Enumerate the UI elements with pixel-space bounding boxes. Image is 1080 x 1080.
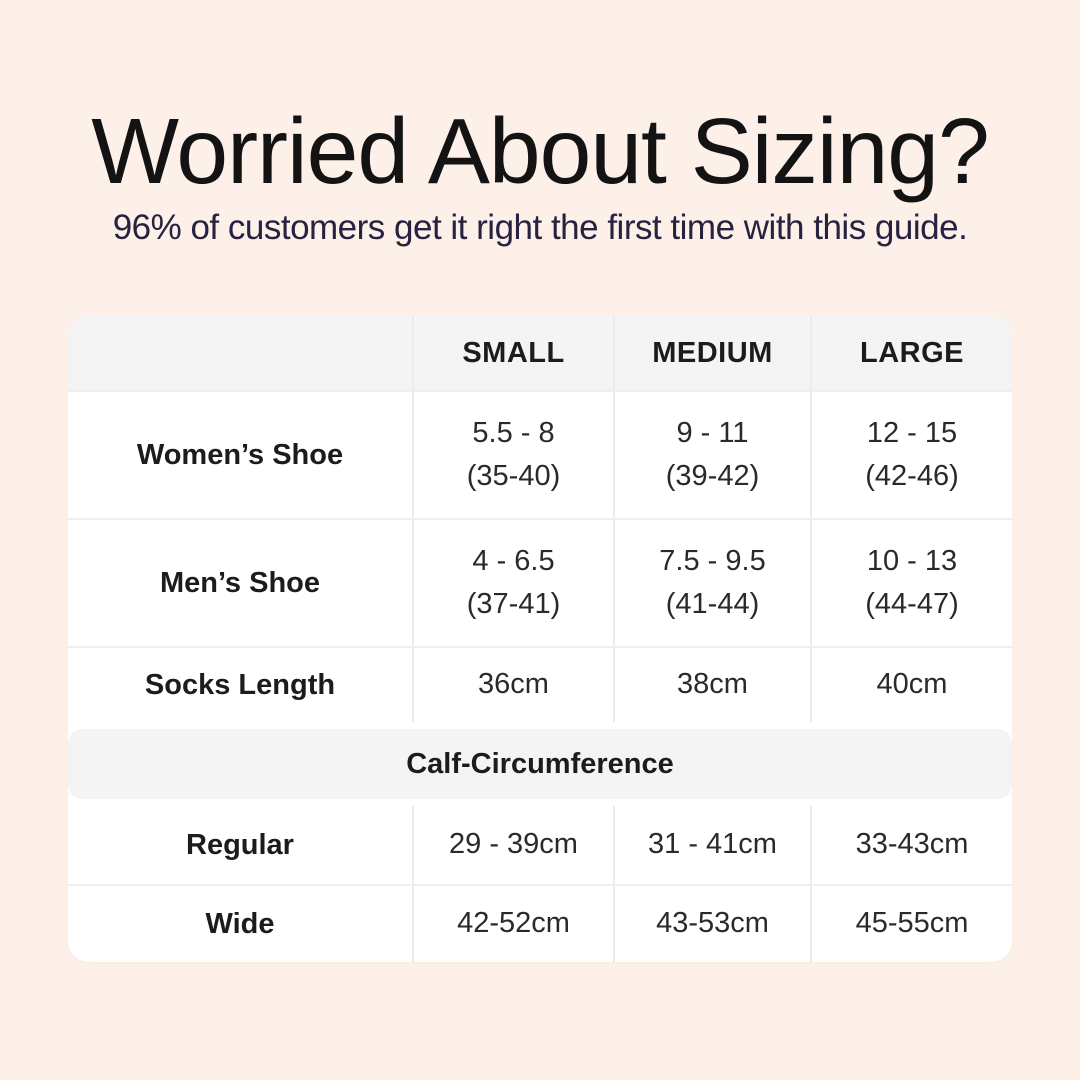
value-sub: (41-44) [665,588,760,620]
size-header-medium: MEDIUM [613,316,810,390]
value-main: 42-52cm [457,907,570,940]
value-main: 45-55cm [855,907,969,940]
page-title: Worried About Sizing? [91,99,989,203]
wide-medium: 43-53cm [613,886,810,962]
table-row-regular: Regular 29 - 39cm 31 - 41cm 33-43cm [68,806,1012,884]
size-header-row: SMALL MEDIUM LARGE [68,316,1012,390]
socks-length-large: 40cm [810,648,1012,722]
value-main: 36cm [478,668,549,701]
value-main: 7.5 - 9.5 [659,544,766,577]
value-main: 43-53cm [656,907,769,940]
value-sub: (35-40) [466,460,561,492]
value-main: 38cm [677,668,748,701]
value-sub: (44-47) [865,588,959,620]
row-label-wide: Wide [205,907,275,940]
regular-small: 29 - 39cm [412,806,613,884]
row-label-regular: Regular [186,828,294,861]
size-header-large: LARGE [810,316,1012,390]
wide-large: 45-55cm [810,886,1012,962]
womens-shoe-small: 5.5 - 8 (35-40) [412,392,613,518]
wide-small: 42-52cm [412,886,613,962]
table-row-wide: Wide 42-52cm 43-53cm 45-55cm [68,884,1012,962]
row-label-womens-shoe: Women’s Shoe [136,438,344,471]
value-main: 10 - 13 [866,544,958,577]
value-main: 4 - 6.5 [472,544,555,577]
mens-shoe-large: 10 - 13 (44-47) [810,520,1012,646]
page-subtitle: 96% of customers get it right the first … [112,208,968,247]
value-sub: (39-42) [665,460,760,492]
value-main: 31 - 41cm [648,828,777,861]
socks-length-medium: 38cm [613,648,810,722]
size-header-small: SMALL [412,316,613,390]
size-header-blank [68,316,412,390]
value-main: 33-43cm [855,828,969,861]
value-main: 12 - 15 [866,416,958,449]
value-main: 5.5 - 8 [472,416,555,449]
regular-medium: 31 - 41cm [613,806,810,884]
table-row-socks-length: Socks Length 36cm 38cm 40cm [68,646,1012,722]
mens-shoe-medium: 7.5 - 9.5 (41-44) [613,520,810,646]
womens-shoe-large: 12 - 15 (42-46) [810,392,1012,518]
calf-circumference-section-label: Calf-Circumference [406,747,674,780]
value-sub: (37-41) [466,588,561,620]
value-main: 29 - 39cm [449,828,578,861]
mens-shoe-small: 4 - 6.5 (37-41) [412,520,613,646]
value-main: 40cm [876,668,948,701]
value-sub: (42-46) [865,460,959,492]
sizing-table-card: SMALL MEDIUM LARGE Women’s Shoe 5.5 - 8 … [68,316,1012,962]
womens-shoe-medium: 9 - 11 (39-42) [613,392,810,518]
calf-circumference-section-band: Calf-Circumference [68,729,1012,799]
row-label-mens-shoe: Men’s Shoe [159,566,321,599]
socks-length-small: 36cm [412,648,613,722]
table-row-womens-shoe: Women’s Shoe 5.5 - 8 (35-40) 9 - 11 (39-… [68,390,1012,518]
regular-large: 33-43cm [810,806,1012,884]
row-label-socks-length: Socks Length [144,668,336,701]
table-row-mens-shoe: Men’s Shoe 4 - 6.5 (37-41) 7.5 - 9.5 (41… [68,518,1012,646]
value-main: 9 - 11 [676,416,749,449]
